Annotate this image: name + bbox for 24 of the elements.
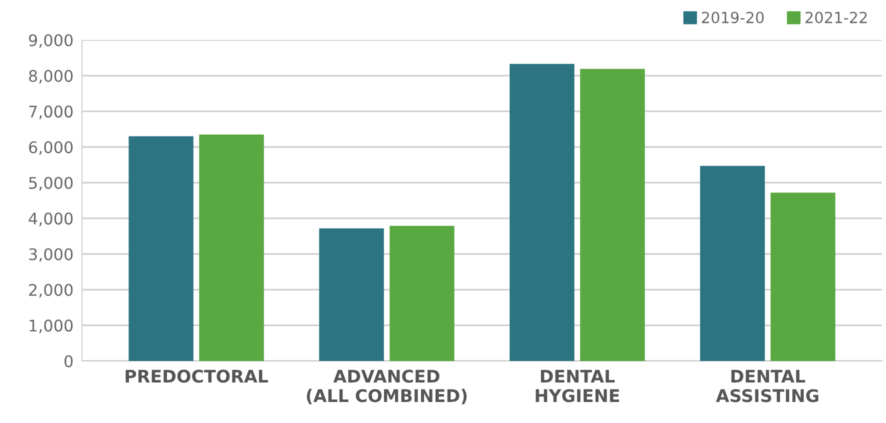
bar (580, 68, 645, 361)
bar (128, 136, 194, 361)
bar (700, 166, 765, 361)
y-tick-label: 9,000 (28, 34, 73, 48)
bar (390, 226, 454, 361)
bar (510, 64, 574, 361)
y-tick-label: 2,000 (29, 284, 73, 298)
x-tick-label: PREDOCTORAL (126, 370, 268, 383)
y-tick-label: 5,000 (29, 176, 73, 191)
bar (199, 134, 264, 361)
y-tick-label: 0 (64, 355, 73, 368)
legend-label: 2019-20 (702, 12, 764, 24)
bar (319, 228, 384, 361)
bar (770, 192, 836, 361)
x-tick-label: DENTAL ASSISTING (716, 370, 818, 402)
y-tick-label: 3,000 (29, 248, 73, 262)
x-tick-label: DENTAL HYGIENE (536, 370, 619, 402)
legend-label: 2021-22 (806, 12, 867, 24)
y-tick-label: 4,000 (28, 212, 73, 226)
x-tick-label: ADVANCED (ALL COMBINED) (306, 370, 467, 404)
y-tick-label: 7,000 (29, 106, 73, 120)
y-tick-label: 6,000 (29, 141, 73, 155)
y-tick-label: 1,000 (30, 320, 73, 334)
y-tick-label: 8,000 (29, 70, 73, 84)
